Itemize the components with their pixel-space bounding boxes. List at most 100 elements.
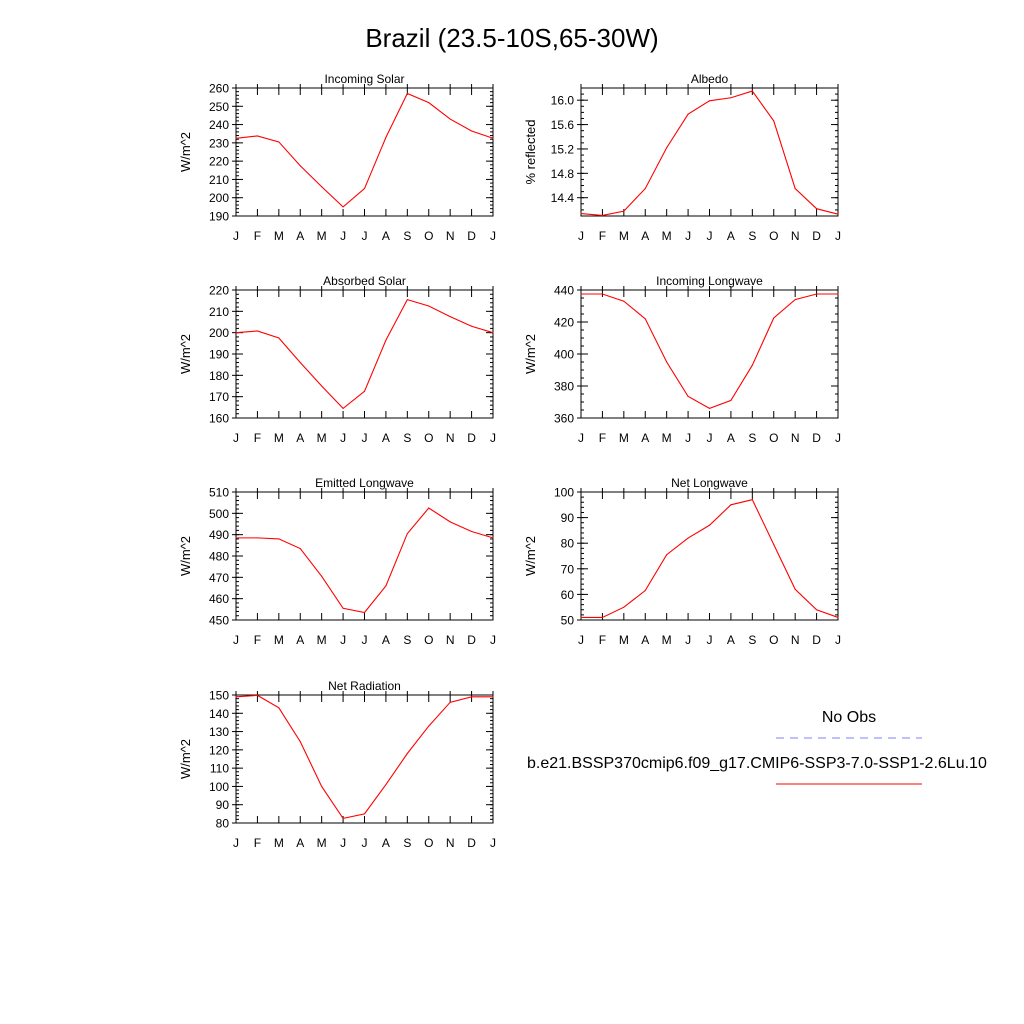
data-point bbox=[428, 725, 430, 727]
y-tick-label: 210 bbox=[209, 305, 229, 319]
x-tick-label: M bbox=[662, 431, 672, 445]
data-point bbox=[773, 543, 775, 545]
data-point bbox=[709, 407, 710, 409]
x-tick-label: S bbox=[403, 836, 411, 850]
data-point bbox=[299, 548, 301, 550]
x-tick-label: J bbox=[707, 633, 713, 647]
data-point bbox=[235, 696, 237, 698]
y-tick-label: 420 bbox=[554, 316, 574, 330]
y-tick-label: 100 bbox=[554, 486, 574, 500]
y-tick-label: 210 bbox=[209, 173, 229, 187]
data-point bbox=[794, 588, 796, 590]
data-point bbox=[837, 213, 839, 215]
y-axis-label-albedo: % reflected bbox=[523, 119, 538, 184]
x-tick-label: M bbox=[317, 229, 327, 243]
data-point bbox=[256, 135, 258, 137]
data-point bbox=[709, 100, 710, 102]
x-tick-label: J bbox=[490, 229, 496, 243]
x-tick-label: D bbox=[812, 229, 821, 243]
x-tick-label: N bbox=[791, 633, 800, 647]
y-axis-label-net-longwave: W/m^2 bbox=[523, 536, 538, 576]
x-tick-label: M bbox=[274, 633, 284, 647]
x-tick-label: N bbox=[791, 229, 800, 243]
x-tick-label: O bbox=[769, 229, 778, 243]
data-point bbox=[428, 305, 430, 307]
data-point bbox=[837, 616, 839, 618]
y-tick-label: 180 bbox=[209, 369, 229, 383]
data-point bbox=[385, 339, 387, 341]
data-point bbox=[406, 299, 408, 301]
data-point bbox=[730, 97, 732, 99]
x-tick-label: N bbox=[446, 633, 455, 647]
data-point bbox=[666, 361, 668, 363]
x-tick-label: J bbox=[340, 633, 346, 647]
data-point bbox=[601, 293, 603, 295]
x-tick-label: F bbox=[599, 633, 606, 647]
x-tick-label: A bbox=[382, 633, 390, 647]
data-point bbox=[235, 332, 237, 334]
x-tick-label: J bbox=[233, 836, 239, 850]
data-point bbox=[449, 118, 451, 120]
data-point bbox=[449, 701, 451, 703]
x-tick-label: N bbox=[791, 431, 800, 445]
data-point bbox=[751, 364, 753, 366]
x-tick-label: M bbox=[274, 836, 284, 850]
x-tick-label: J bbox=[362, 836, 368, 850]
x-tick-label: J bbox=[340, 836, 346, 850]
legend: No Obs b.e21.BSSP370cmip6.f09_g17.CMIP6-… bbox=[527, 709, 987, 785]
data-point bbox=[623, 300, 625, 302]
y-axis-label-incoming-longwave: W/m^2 bbox=[523, 334, 538, 374]
y-tick-label: 220 bbox=[209, 284, 229, 298]
x-tick-label: S bbox=[748, 431, 756, 445]
data-point bbox=[773, 317, 775, 319]
data-point bbox=[492, 332, 494, 334]
data-point bbox=[492, 696, 494, 698]
data-point bbox=[580, 213, 582, 215]
y-tick-label: 120 bbox=[209, 743, 229, 757]
x-tick-label: F bbox=[599, 229, 606, 243]
x-tick-label: A bbox=[296, 431, 304, 445]
x-tick-label: A bbox=[296, 836, 304, 850]
x-tick-label: A bbox=[727, 633, 735, 647]
data-point bbox=[492, 537, 494, 539]
y-tick-label: 230 bbox=[209, 136, 229, 150]
y-axis-label-incoming-solar: W/m^2 bbox=[178, 132, 193, 172]
y-axis-label-absorbed-solar: W/m^2 bbox=[178, 334, 193, 374]
x-tick-label: J bbox=[340, 431, 346, 445]
panel-title-incoming-longwave: Incoming Longwave bbox=[656, 274, 763, 288]
y-tick-label: 200 bbox=[209, 326, 229, 340]
data-point bbox=[449, 521, 451, 523]
data-point bbox=[321, 385, 323, 387]
x-tick-label: J bbox=[362, 229, 368, 243]
x-tick-label: J bbox=[578, 633, 584, 647]
x-tick-label: A bbox=[641, 431, 649, 445]
data-point bbox=[687, 113, 689, 115]
x-tick-label: S bbox=[748, 633, 756, 647]
data-point bbox=[601, 214, 603, 216]
data-point bbox=[471, 530, 473, 532]
panel-title-albedo: Albedo bbox=[691, 72, 729, 86]
panel-incoming-solar: Incoming Solar W/m^2 190 200 210 220 230 240 250… bbox=[178, 72, 496, 243]
y-tick-label: 80 bbox=[561, 537, 575, 551]
data-point bbox=[278, 337, 280, 339]
y-tick-label: 170 bbox=[209, 390, 229, 404]
data-point bbox=[406, 92, 408, 94]
x-tick-label: J bbox=[835, 229, 841, 243]
x-tick-label: M bbox=[662, 633, 672, 647]
data-point bbox=[342, 407, 344, 409]
data-point bbox=[471, 696, 473, 698]
data-point bbox=[751, 499, 753, 501]
x-tick-label: J bbox=[233, 633, 239, 647]
y-tick-label: 510 bbox=[209, 486, 229, 500]
x-tick-label: J bbox=[233, 229, 239, 243]
panel-net-radiation: Net Radiation W/m^2 80 90 100 110 120 130 140 150… bbox=[178, 679, 496, 850]
x-tick-label: F bbox=[254, 431, 261, 445]
x-tick-label: O bbox=[424, 431, 433, 445]
panel-title-incoming-solar: Incoming Solar bbox=[324, 72, 404, 86]
x-tick-label: S bbox=[403, 431, 411, 445]
data-point bbox=[364, 390, 365, 392]
x-tick-label: D bbox=[812, 431, 821, 445]
